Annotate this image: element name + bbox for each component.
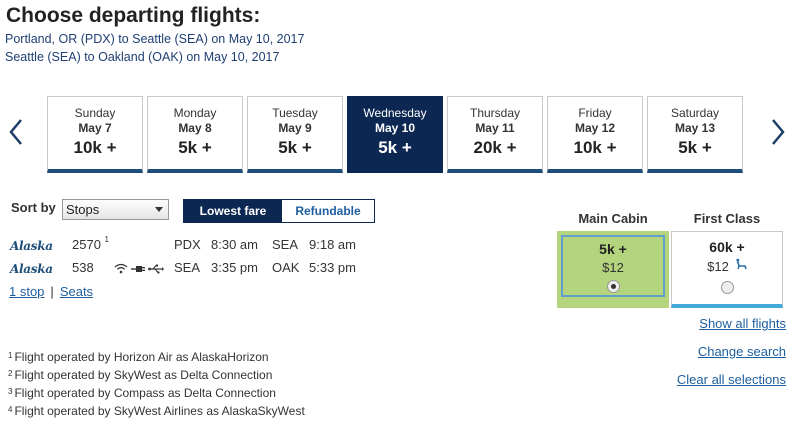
main-cabin-fare-option[interactable]: 5k + $12	[561, 235, 665, 297]
day-date: May 7	[78, 121, 112, 135]
amenities	[114, 261, 164, 279]
day-tab-wednesday[interactable]: Wednesday May 10 5k +	[347, 96, 443, 173]
destination-airport: SEA	[272, 237, 299, 252]
footnote-text: Flight operated by Horizon Air as Alaska…	[14, 350, 269, 364]
first-class-price: 60k +	[709, 239, 745, 255]
next-dates-button[interactable]	[766, 110, 790, 154]
seats-link[interactable]: Seats	[59, 284, 94, 299]
clear-all-selections-link[interactable]: Clear all selections	[676, 372, 786, 387]
footnote-number: 2	[8, 369, 13, 378]
main-cabin-radio[interactable]	[606, 280, 620, 293]
day-date: May 9	[278, 121, 312, 135]
chevron-left-icon	[9, 119, 22, 145]
wifi-icon	[114, 261, 128, 279]
footnote-text: Flight operated by SkyWest as Delta Conn…	[14, 368, 273, 382]
chevron-down-icon	[155, 207, 163, 212]
sort-dropdown[interactable]: Stops	[62, 199, 169, 220]
day-date: May 10	[374, 121, 416, 135]
day-name: Wednesday	[363, 106, 427, 120]
sort-label: Sort by	[11, 200, 56, 215]
footnotes: 1 Flight operated by Horizon Air as Alask…	[8, 348, 305, 420]
main-cabin-price: 5k +	[599, 241, 627, 257]
day-name: Sunday	[74, 106, 116, 120]
main-cabin-fare-cell: 5k + $12	[557, 231, 669, 308]
arrive-time: 5:33 pm	[309, 260, 356, 275]
sort-selected-value: Stops	[66, 202, 100, 217]
day-tab-sunday[interactable]: Sunday May 7 10k +	[47, 96, 143, 173]
day-price: 5k +	[278, 138, 312, 157]
refundable-option[interactable]: Refundable	[282, 200, 374, 222]
flight-number-1: 2570 1	[72, 235, 109, 252]
footnote-number: 3	[8, 387, 13, 396]
day-tab-tuesday[interactable]: Tuesday May 9 5k +	[247, 96, 343, 173]
day-name: Saturday	[670, 106, 720, 120]
day-price: 5k +	[678, 138, 712, 157]
footnote-number: 4	[8, 405, 13, 414]
date-selector: Sunday May 7 10k + Monday May 8 5k + Tue…	[47, 96, 743, 173]
footnote: 1 Flight operated by Horizon Air as Alask…	[8, 348, 305, 366]
day-name: Friday	[578, 106, 612, 120]
first-class-fee: $12	[707, 258, 729, 274]
footnote-text: Flight operated by Compass as Delta Conn…	[14, 386, 276, 400]
route-line-1: Portland, OR (PDX) to Seattle (SEA) on M…	[5, 32, 305, 46]
main-cabin-fee: $12	[602, 260, 624, 275]
day-name: Monday	[173, 106, 217, 120]
footnote: 2 Flight operated by SkyWest as Delta Con…	[8, 366, 305, 384]
day-tab-saturday[interactable]: Saturday May 13 5k +	[647, 96, 743, 173]
footnote: 4 Flight operated by SkyWest Airlines as …	[8, 402, 305, 420]
change-search-link[interactable]: Change search	[697, 344, 786, 359]
flight-links: 1 stop | Seats	[9, 284, 93, 299]
first-class-fare-option[interactable]: 60k + $12	[671, 231, 783, 308]
fare-type-toggle: Lowest fare Refundable	[183, 199, 375, 223]
day-price: 10k +	[73, 138, 117, 157]
day-price: 20k +	[473, 138, 517, 157]
destination-airport: OAK	[272, 260, 300, 275]
depart-time: 8:30 am	[211, 237, 258, 252]
page-title: Choose departing flights:	[6, 4, 261, 27]
first-class-header: First Class	[693, 211, 761, 226]
day-price: 10k +	[573, 138, 617, 157]
day-date: May 12	[574, 121, 616, 135]
first-class-radio[interactable]	[720, 281, 734, 294]
day-price: 5k +	[178, 138, 212, 157]
day-tab-thursday[interactable]: Thursday May 11 20k +	[447, 96, 543, 173]
day-tab-monday[interactable]: Monday May 8 5k +	[147, 96, 243, 173]
usb-icon	[148, 261, 164, 279]
footnote: 3 Flight operated by Compass as Delta Con…	[8, 384, 305, 402]
day-name: Tuesday	[272, 106, 318, 120]
lowest-fare-option[interactable]: Lowest fare	[184, 200, 282, 222]
main-cabin-header: Main Cabin	[578, 211, 648, 226]
footnote-text: Flight operated by SkyWest Airlines as A…	[14, 404, 305, 418]
route-line-2: Seattle (SEA) to Oakland (OAK) on May 10…	[5, 50, 280, 64]
day-date: May 13	[674, 121, 716, 135]
flight-number-2: 538	[72, 260, 94, 275]
alaska-logo: Alaska	[10, 239, 53, 253]
day-date: May 11	[475, 121, 515, 135]
stops-link[interactable]: 1 stop	[9, 284, 45, 299]
footnote-marker: 1	[104, 235, 109, 244]
footnote-number: 1	[8, 351, 13, 360]
arrive-time: 9:18 am	[309, 237, 356, 252]
origin-airport: SEA	[174, 260, 201, 275]
day-price: 5k +	[378, 138, 412, 157]
day-date: May 8	[178, 121, 212, 135]
previous-dates-button[interactable]	[4, 110, 28, 154]
flight-number: 2570	[72, 237, 101, 252]
show-all-flights-link[interactable]: Show all flights	[699, 316, 786, 331]
origin-airport: PDX	[174, 237, 201, 252]
alaska-logo: Alaska	[10, 262, 53, 276]
seat-recline-icon	[735, 257, 747, 275]
link-separator: |	[50, 284, 54, 299]
day-name: Thursday	[469, 106, 521, 120]
day-tab-friday[interactable]: Friday May 12 10k +	[547, 96, 643, 173]
power-plug-icon	[131, 261, 145, 279]
depart-time: 3:35 pm	[211, 260, 258, 275]
chevron-right-icon	[772, 119, 785, 145]
